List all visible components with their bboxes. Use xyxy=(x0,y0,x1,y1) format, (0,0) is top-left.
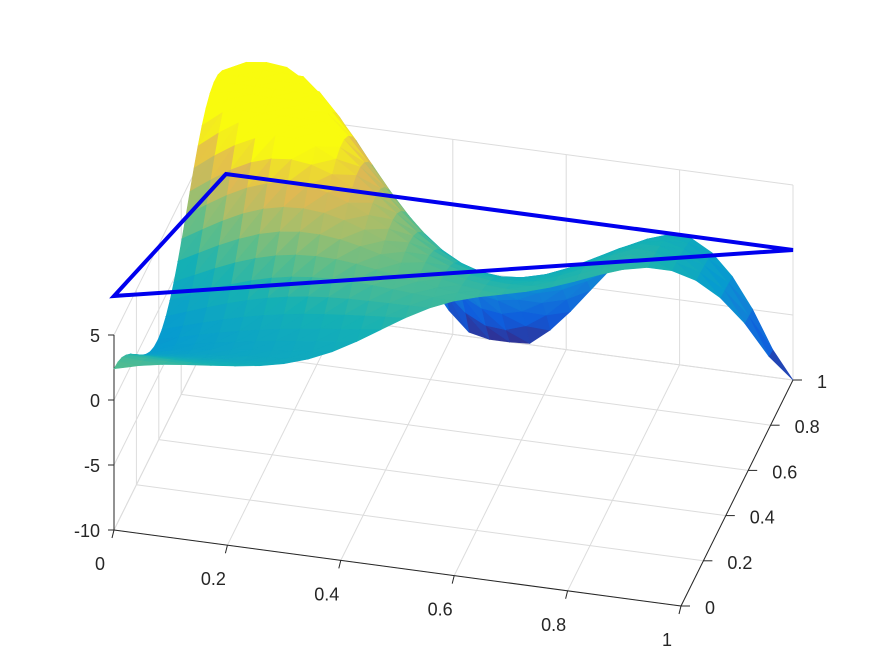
grid-line-floor-x xyxy=(567,364,681,592)
y-axis-line xyxy=(680,379,794,607)
z-tick-label: -10 xyxy=(74,521,100,541)
grid-line-floor-x xyxy=(340,334,454,561)
grid-line-floor-x xyxy=(453,349,567,576)
x-tick-mark xyxy=(338,560,342,569)
x-tick-mark xyxy=(678,605,682,615)
z-tick-label: 5 xyxy=(90,326,100,346)
grid-line-floor-y xyxy=(181,393,749,471)
surface-facet xyxy=(113,361,139,370)
x-tick-label: 0.2 xyxy=(201,569,226,589)
grid-line-floor-y xyxy=(203,348,771,426)
triangle-outline-polygon xyxy=(109,171,794,299)
x-tick-mark xyxy=(224,545,228,554)
x-axis-line xyxy=(113,529,682,607)
y-tick-label: 0.6 xyxy=(772,462,797,482)
triangle-outline xyxy=(109,171,794,299)
grid-line-floor-x xyxy=(226,318,340,546)
axes xyxy=(108,334,802,615)
surface-mesh xyxy=(113,61,794,381)
tick-labels: 0 0.2 0.4 0.6 0.8 1 0 0.2 0.4 0.6 0.8 1 -10 -5 0 5 xyxy=(74,326,827,650)
x-tick-label: 0.4 xyxy=(314,584,339,604)
y-tick-label: 1 xyxy=(817,372,827,392)
y-tick-label: 0.8 xyxy=(795,417,820,437)
x-tick-label: 1 xyxy=(662,630,672,650)
x-tick-mark xyxy=(565,590,569,599)
z-tick-label: -5 xyxy=(84,456,100,476)
x-tick-mark xyxy=(111,529,115,539)
y-tick-label: 0 xyxy=(705,598,715,618)
x-tick-label: 0.6 xyxy=(428,600,453,620)
y-tick-label: 0.2 xyxy=(727,553,752,573)
z-tick-label: 0 xyxy=(90,391,100,411)
grid-line-floor-y xyxy=(158,439,726,517)
surface-facet xyxy=(748,315,774,357)
grid-line-floor-y xyxy=(136,484,704,562)
y-tick-label: 0.4 xyxy=(750,508,775,528)
x-tick-label: 0 xyxy=(95,554,105,574)
x-tick-mark xyxy=(451,575,455,584)
x-tick-label: 0.8 xyxy=(541,615,566,635)
surface-facet xyxy=(768,349,794,381)
